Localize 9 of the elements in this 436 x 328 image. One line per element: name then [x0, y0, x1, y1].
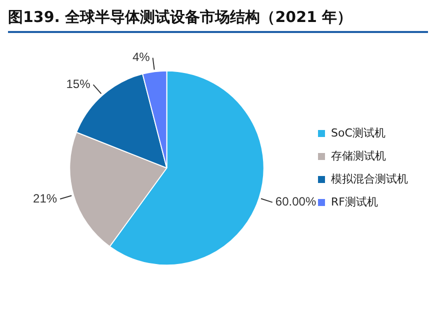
legend-label: 存储测试机 [331, 149, 386, 162]
data-label: 60.00% [275, 194, 316, 209]
data-label: 15% [66, 76, 91, 91]
legend-label: SoC测试机 [331, 126, 386, 140]
data-label: 4% [132, 50, 150, 64]
data-label: 21% [33, 191, 58, 206]
chart-title: 图139. 全球半导体测试设备市场结构（2021 年） [8, 8, 428, 33]
legend-label: RF测试机 [331, 195, 378, 208]
legend-label: 模拟混合测试机 [331, 172, 408, 186]
